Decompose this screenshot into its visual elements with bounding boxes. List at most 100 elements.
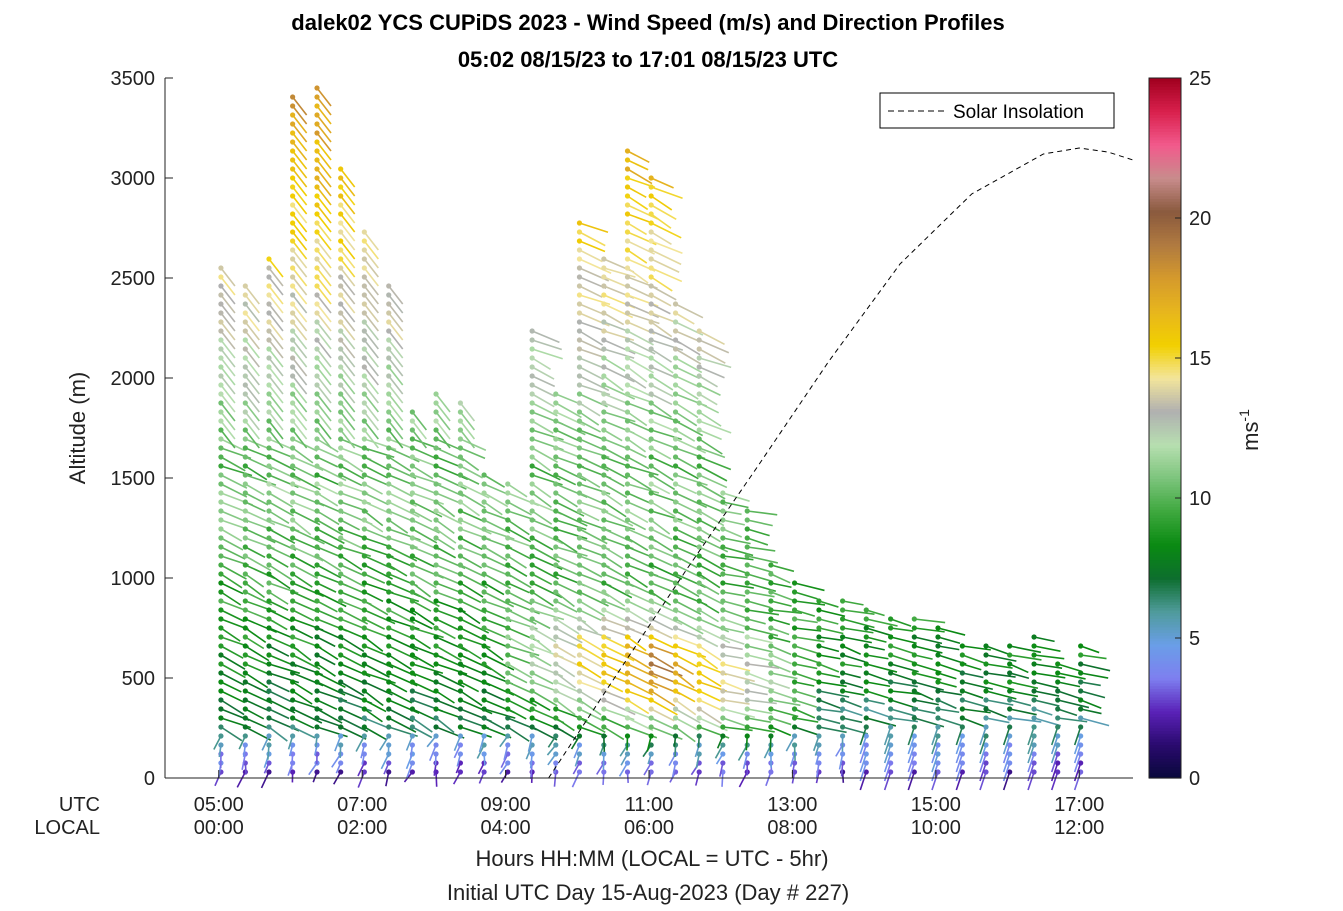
barb-point [386, 679, 392, 685]
barb [481, 706, 516, 719]
barb-point [266, 463, 272, 469]
barb-point [744, 679, 750, 685]
barb-point [242, 499, 248, 505]
barb [601, 751, 607, 770]
barb-shaft [531, 699, 551, 712]
barb-shaft [316, 231, 332, 251]
barb-point [433, 562, 439, 568]
barb [576, 652, 604, 669]
barb-point [457, 598, 464, 604]
barb [242, 418, 260, 440]
barb [338, 265, 356, 287]
barb-point [1078, 652, 1084, 658]
barb-point [935, 661, 941, 667]
barb-shaft [388, 348, 404, 368]
barb-shaft [460, 519, 492, 535]
barb-point [266, 400, 272, 406]
barb [453, 742, 464, 759]
barb-point [218, 733, 224, 739]
barb-point [505, 490, 511, 496]
barb-shaft [627, 330, 654, 346]
barb [481, 517, 511, 534]
barb-point [266, 715, 272, 721]
barb-point [242, 463, 248, 469]
barb-shaft [388, 699, 420, 714]
barb-point [242, 652, 248, 658]
barb-point [505, 553, 511, 559]
barb-point [576, 517, 583, 523]
barb-point [242, 337, 248, 343]
barb-shaft [220, 303, 236, 323]
barb-shaft [220, 690, 246, 704]
barb-point [672, 589, 679, 595]
barb-point [624, 274, 631, 280]
barb-point [768, 571, 774, 577]
barb-shaft [650, 636, 675, 649]
barb-point [816, 598, 822, 604]
barb-point [624, 265, 631, 271]
barb [314, 94, 332, 116]
barb-point [314, 427, 320, 433]
barb-shaft [340, 465, 365, 480]
barb-point [338, 346, 344, 352]
barb [576, 706, 605, 722]
barb-shaft [292, 168, 308, 188]
barb [338, 184, 356, 206]
barb [290, 355, 308, 377]
barb-point [290, 292, 296, 298]
barb-point [433, 634, 439, 640]
barb-point [553, 661, 559, 667]
barb [576, 526, 608, 545]
x-row-label-utc: UTC [59, 794, 100, 816]
barb-point [218, 427, 224, 433]
barb [624, 157, 649, 171]
barb-shaft [627, 303, 659, 319]
barb-point [576, 274, 583, 280]
barb [601, 724, 625, 741]
barb-point [361, 499, 367, 505]
barb [481, 652, 515, 671]
barb-shaft [507, 672, 528, 684]
barb [433, 427, 451, 449]
barb-point [386, 634, 392, 640]
barb-point [935, 643, 941, 649]
barb-point [242, 706, 248, 712]
barb [290, 427, 308, 449]
barb [242, 571, 265, 588]
barb-point [576, 319, 583, 325]
barb [648, 373, 674, 391]
barb-shaft [650, 240, 683, 255]
barb-point [218, 391, 224, 397]
barb-shaft [411, 429, 428, 449]
barb-point [911, 616, 917, 622]
barb [576, 247, 603, 263]
barb-point [242, 742, 248, 748]
barb-shaft [388, 681, 408, 693]
barb-point [386, 661, 392, 667]
barb-point [744, 571, 750, 577]
barb-point [576, 661, 583, 667]
barb-point [553, 526, 559, 532]
barb-shaft [363, 618, 385, 630]
barb-point [457, 706, 464, 712]
barb-point [840, 697, 846, 703]
barb [266, 598, 289, 611]
barb-point [505, 697, 511, 703]
barb-point [601, 751, 607, 757]
barb [576, 409, 600, 426]
barb-point [863, 634, 869, 640]
barb [624, 337, 656, 355]
barb [338, 247, 356, 269]
barb [481, 490, 509, 508]
barb-point [242, 301, 248, 307]
barb-point [696, 607, 702, 613]
barb-point [601, 310, 607, 316]
barb [553, 499, 585, 517]
barb-point [433, 715, 439, 721]
barb [242, 634, 265, 650]
barb [601, 373, 624, 392]
barb [361, 400, 379, 422]
barb-point [672, 562, 679, 568]
barb [266, 697, 296, 714]
barb-point [314, 175, 320, 181]
